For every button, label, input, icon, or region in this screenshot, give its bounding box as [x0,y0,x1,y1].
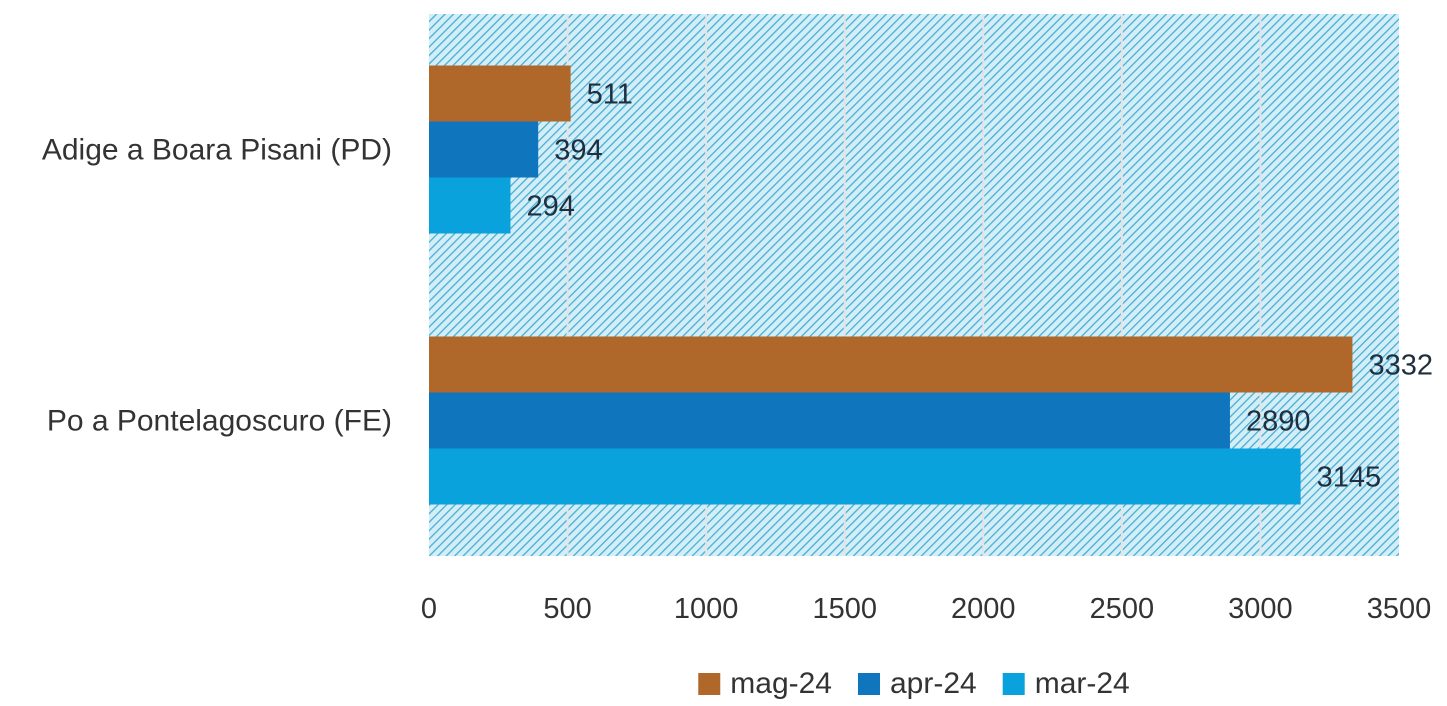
legend-label-mag-24: mag-24 [730,667,832,700]
x-tick-label-1500: 1500 [812,593,877,625]
data-label-mag-24-po-a-pontelagoscuro-fe: 3332 [1368,350,1433,382]
legend-swatch-mar-24 [1002,673,1025,695]
category-label-adige-a-boara-pisani-pd: Adige a Boara Pisani (PD) [42,134,392,167]
legend-swatch-apr-24 [857,673,880,695]
bar-apr-24-po-a-pontelagoscuro-fe [429,392,1230,449]
x-tick-label-0: 0 [421,593,437,625]
data-label-mar-24-adige-a-boara-pisani-pd: 294 [526,191,574,223]
bar-mar-24-po-a-pontelagoscuro-fe [429,448,1301,505]
x-axis-ticks: 0 500 1000 1500 2000 2500 3000 3500 [421,593,1431,625]
bar-mag-24-po-a-pontelagoscuro-fe [429,336,1353,393]
x-tick-label-500: 500 [543,593,591,625]
legend-label-mar-24: mar-24 [1035,667,1130,700]
data-label-apr-24-adige-a-boara-pisani-pd: 394 [554,135,602,167]
category-labels: Adige a Boara Pisani (PD) Po a Pontelagos… [42,134,392,438]
data-label-mar-24-po-a-pontelagoscuro-fe: 3145 [1317,462,1382,494]
x-tick-label-2500: 2500 [1090,593,1155,625]
data-label-apr-24-po-a-pontelagoscuro-fe: 2890 [1246,406,1311,438]
data-label-mag-24-adige-a-boara-pisani-pd: 511 [587,79,633,111]
legend-label-apr-24: apr-24 [890,667,977,700]
legend: mag-24 apr-24 mar-24 [698,667,1130,700]
category-label-po-a-pontelagoscuro-fe: Po a Pontelagoscuro (FE) [47,405,392,438]
bar-mar-24-adige-a-boara-pisani-pd [429,177,511,234]
x-tick-label-3500: 3500 [1367,593,1432,625]
legend-swatch-mag-24 [698,673,721,695]
bar-mag-24-adige-a-boara-pisani-pd [429,65,571,122]
x-tick-label-3000: 3000 [1228,593,1293,625]
x-tick-label-1000: 1000 [674,593,739,625]
bar-apr-24-adige-a-boara-pisani-pd [429,121,539,178]
x-tick-label-2000: 2000 [951,593,1016,625]
